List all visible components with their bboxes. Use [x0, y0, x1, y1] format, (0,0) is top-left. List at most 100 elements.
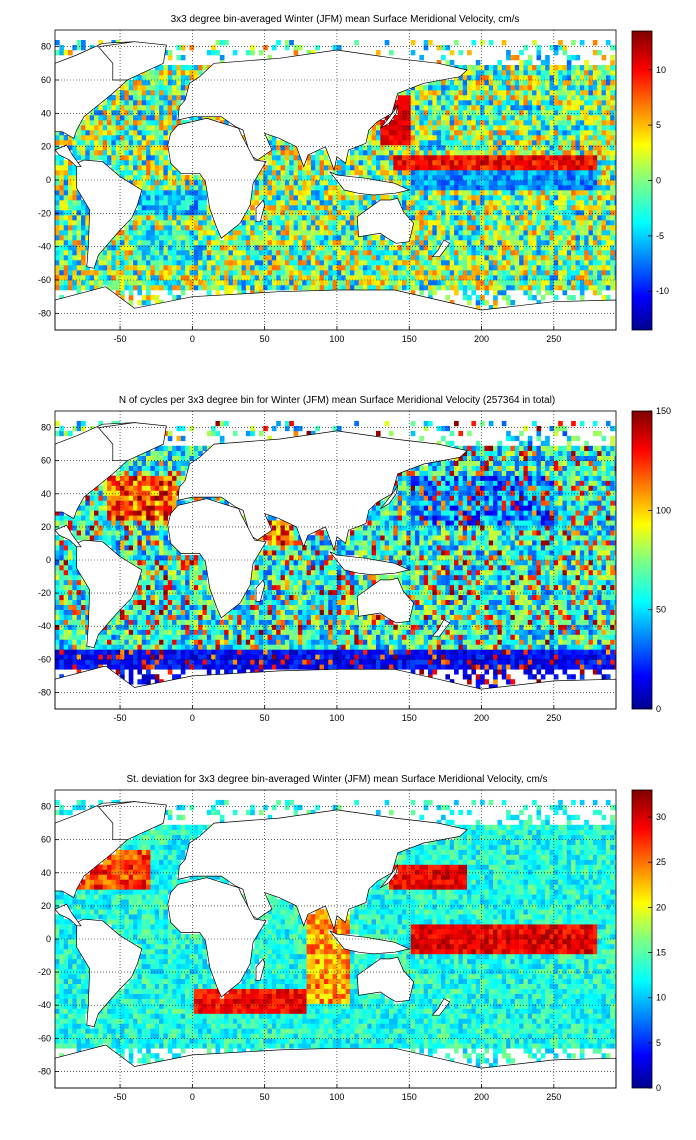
heatmap-cell	[441, 140, 446, 146]
heatmap-cell	[146, 190, 151, 196]
heatmap-cell	[284, 165, 290, 171]
heatmap-cell	[540, 265, 546, 271]
heatmap-cell	[510, 260, 516, 266]
heatmap-cell	[523, 280, 529, 286]
heatmap-cell	[306, 200, 312, 206]
heatmap-cell	[202, 220, 208, 226]
heatmap-cell	[55, 420, 60, 427]
heatmap-cell	[250, 265, 255, 271]
heatmap-cell	[267, 240, 273, 246]
heatmap-cell	[115, 170, 121, 176]
heatmap-cell	[501, 140, 507, 146]
heatmap-cell	[89, 664, 95, 670]
heatmap-cell	[562, 290, 568, 296]
heatmap-cell	[68, 594, 73, 601]
heatmap-cell	[545, 105, 550, 111]
heatmap-cell	[584, 210, 589, 216]
heatmap-cell	[562, 285, 568, 291]
heatmap-cell	[332, 200, 338, 206]
heatmap-cell	[154, 205, 160, 211]
heatmap-cell	[133, 220, 138, 226]
heatmap-cell	[493, 130, 498, 136]
heatmap-cell	[280, 240, 286, 246]
heatmap-cell	[245, 275, 251, 281]
heatmap-cell	[571, 275, 576, 281]
heatmap-cell	[592, 165, 598, 171]
heatmap-cell	[441, 230, 446, 236]
heatmap-cell	[85, 654, 90, 660]
heatmap-cell	[59, 430, 64, 437]
heatmap-cell	[198, 190, 203, 196]
heatmap-cell	[111, 130, 117, 136]
heatmap-cell	[163, 75, 169, 81]
heatmap-cell	[501, 150, 507, 156]
heatmap-cell	[575, 100, 581, 106]
heatmap-cell	[601, 260, 607, 266]
heatmap-cell	[566, 180, 572, 186]
heatmap-cell	[154, 170, 160, 176]
heatmap-cell	[102, 150, 108, 156]
heatmap-cell	[85, 584, 90, 591]
heatmap-cell	[601, 295, 607, 301]
heatmap-cell	[263, 210, 268, 216]
heatmap-cell	[584, 190, 589, 196]
heatmap-cell	[115, 525, 121, 531]
heatmap-cell	[167, 125, 173, 131]
heatmap-cell	[553, 285, 559, 291]
heatmap-cell	[532, 85, 537, 91]
heatmap-cell	[263, 155, 268, 161]
heatmap-cell	[545, 80, 550, 86]
heatmap-cell	[81, 659, 86, 665]
heatmap-cell	[549, 265, 555, 271]
heatmap-cell	[601, 185, 607, 191]
heatmap-cell	[172, 190, 177, 196]
heatmap-cell	[536, 135, 542, 141]
heatmap-cell	[545, 185, 550, 191]
heatmap-cell	[81, 150, 86, 156]
heatmap-cell	[137, 230, 143, 236]
heatmap-cell	[55, 260, 60, 266]
heatmap-cell	[159, 130, 164, 136]
heatmap-cell	[193, 70, 199, 76]
heatmap-cell	[484, 125, 490, 131]
heatmap-cell	[59, 240, 64, 246]
heatmap-cell	[232, 260, 238, 266]
heatmap-cell	[107, 120, 112, 126]
heatmap-cell	[562, 225, 568, 231]
heatmap-cell	[163, 240, 169, 246]
heatmap-cell	[146, 150, 151, 156]
heatmap-cell	[341, 190, 346, 196]
heatmap-cell	[297, 250, 303, 256]
coastline	[380, 104, 399, 129]
heatmap-cell	[141, 85, 147, 91]
heatmap-cell	[328, 285, 333, 291]
heatmap-cell	[436, 240, 442, 246]
heatmap-cell	[354, 195, 359, 201]
heatmap-cell	[545, 245, 550, 251]
heatmap-cell	[393, 140, 398, 146]
heatmap-cells	[55, 420, 617, 690]
heatmap-cell	[271, 250, 277, 256]
heatmap-cell	[579, 195, 585, 201]
heatmap-cell	[454, 165, 459, 171]
heatmap-cell	[536, 120, 542, 126]
heatmap-cell	[358, 260, 364, 266]
heatmap-cell	[558, 115, 563, 121]
heatmap-cell	[384, 245, 390, 251]
heatmap-cell	[345, 285, 351, 291]
heatmap-cell	[72, 649, 77, 655]
heatmap-cell	[519, 265, 524, 271]
heatmap-cell	[484, 300, 490, 306]
heatmap-cell	[59, 130, 64, 136]
heatmap-cell	[506, 270, 511, 276]
heatmap-cell	[458, 65, 464, 71]
heatmap-cell	[558, 140, 563, 146]
heatmap-cell	[406, 150, 411, 156]
heatmap-cell	[280, 200, 286, 206]
heatmap-cell	[506, 85, 511, 91]
heatmap-cell	[397, 110, 403, 116]
heatmap-cell	[449, 150, 455, 156]
heatmap-cell	[180, 80, 186, 86]
heatmap-cell	[172, 90, 177, 96]
heatmap-cell	[172, 235, 177, 241]
